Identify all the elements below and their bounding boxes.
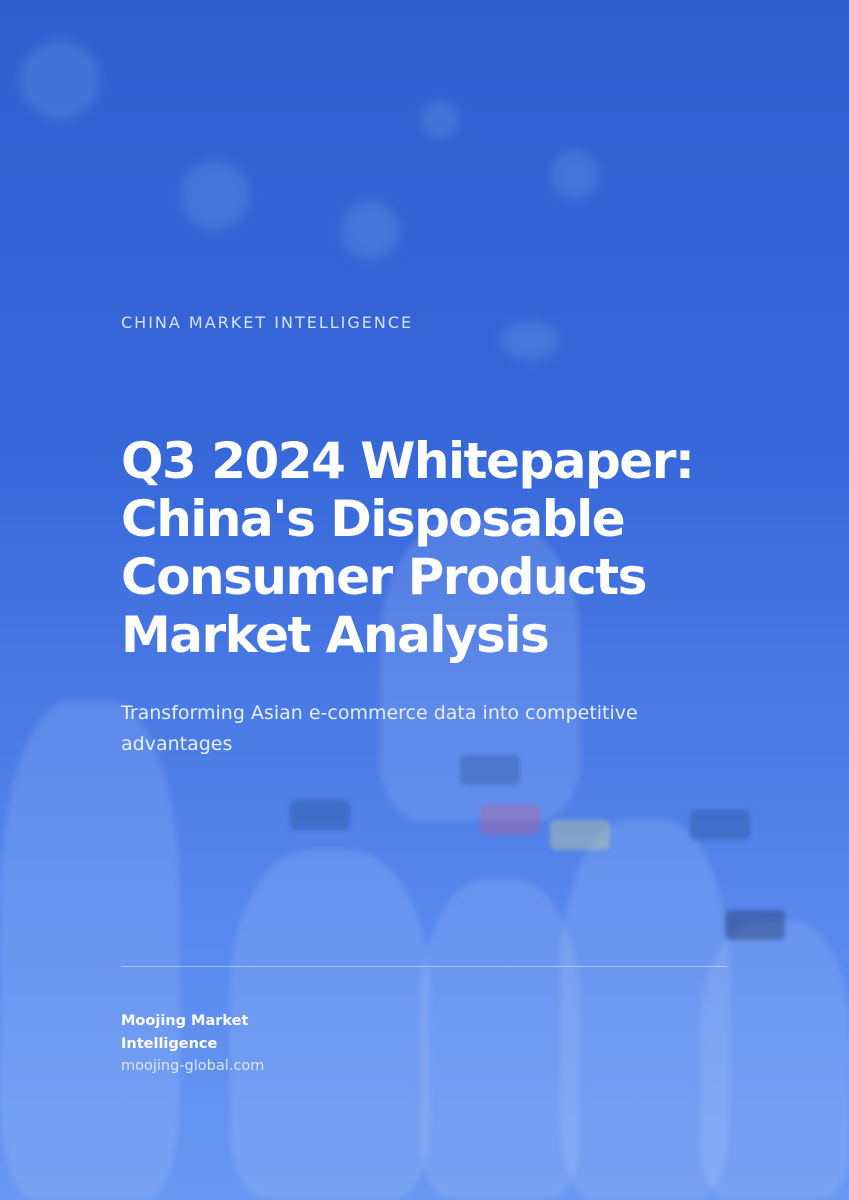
document-title: Q3 2024 Whitepaper: China's Disposable C… <box>121 432 695 664</box>
website-link[interactable]: moojing-global.com <box>121 1058 265 1074</box>
divider <box>121 966 727 967</box>
organization-name: Moojing Market Intelligence <box>121 1013 249 1052</box>
eyebrow-label: CHINA MARKET INTELLIGENCE <box>121 313 414 332</box>
document-subtitle: Transforming Asian e-commerce data into … <box>121 702 638 755</box>
